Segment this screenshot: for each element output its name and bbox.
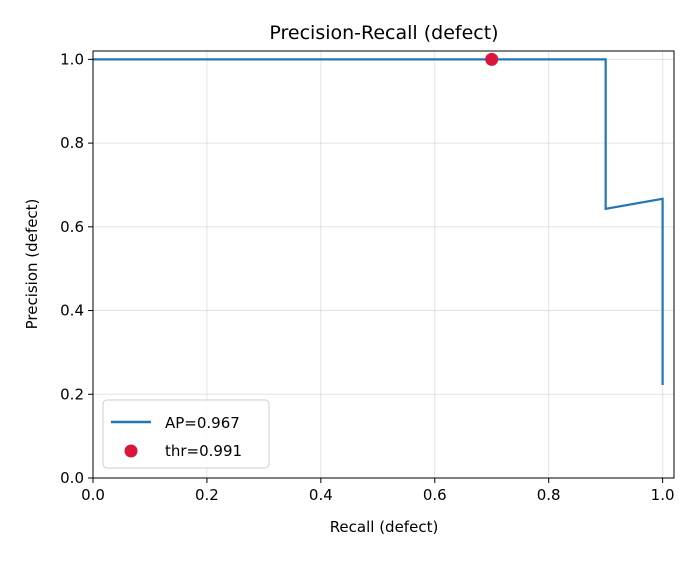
chart-title: Precision-Recall (defect): [269, 22, 498, 44]
plot-frame: [92, 50, 675, 479]
legend-label-ap: AP=0.967: [165, 414, 240, 432]
threshold-point: [485, 52, 499, 66]
y-tick-label: 1.0: [60, 50, 84, 68]
x-tick-label: 0.6: [423, 486, 447, 504]
legend-box: [102, 399, 270, 469]
x-axis-label: Recall (defect): [330, 518, 439, 536]
axis-ticks: 0.0 0.2 0.4 0.6 0.8 1.0 0.0 0.2 0.4 0.6 0.8 1.0: [60, 50, 674, 504]
x-tick-label: 1.0: [651, 486, 675, 504]
y-tick-label: 0.4: [60, 302, 84, 320]
x-tick-label: 0.4: [309, 486, 333, 504]
pr-curve-line: [93, 58, 664, 386]
y-axis-label: Precision (defect): [23, 199, 41, 330]
y-tick-label: 0.2: [60, 385, 84, 403]
y-tick-label: 0.8: [60, 134, 84, 152]
legend-label-thr: thr=0.991: [165, 442, 242, 460]
y-tick-label: 0.6: [60, 218, 84, 236]
legend-marker-swatch: [124, 444, 138, 458]
y-tick-label: 0.0: [60, 469, 84, 487]
x-tick-label: 0.8: [537, 486, 561, 504]
x-tick-label: 0.0: [81, 486, 105, 504]
legend: AP=0.967 thr=0.991: [102, 399, 270, 469]
series-layer: [93, 52, 664, 386]
x-tick-label: 0.2: [195, 486, 219, 504]
